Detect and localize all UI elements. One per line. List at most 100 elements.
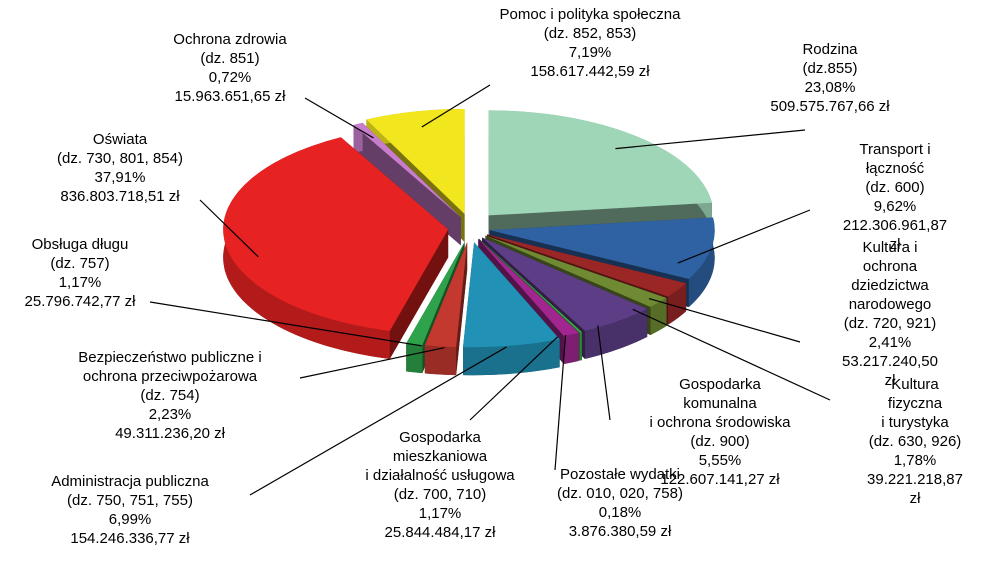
slice	[463, 242, 560, 348]
category-code: (dz. 852, 853)	[543, 25, 637, 42]
category-name: Pozostałe wydatki	[559, 466, 681, 483]
category-code: (dz. 730, 801, 854)	[57, 150, 183, 167]
slice-wall	[424, 345, 457, 376]
value-label: 0,18%	[598, 504, 642, 521]
category-name: Rodzina	[802, 41, 858, 58]
amount-label: 509.575.767,66 zł	[770, 98, 890, 115]
slice	[478, 238, 579, 337]
slice-wall	[563, 332, 579, 365]
category-name: Gospodarka komunalna i ochrona środowisk…	[649, 376, 791, 431]
category-code: (dz. 900)	[690, 433, 750, 450]
slice	[489, 217, 715, 280]
slice-label: Gospodarka mieszkaniowa i działalność us…	[365, 428, 514, 542]
category-name: Kultura fizyczna i turystyka	[881, 376, 949, 431]
slice-label: Kultura fizyczna i turystyka (dz. 630, 92…	[867, 375, 963, 508]
category-code: (dz. 720, 921)	[843, 315, 937, 332]
leader-line	[615, 129, 806, 150]
category-code: (dz. 750, 751, 755)	[67, 492, 193, 509]
value-label: 23,08%	[804, 79, 856, 96]
value-label: 7,19%	[568, 44, 612, 61]
amount-label: 122.607.141,27 zł	[660, 471, 780, 488]
value-label: 1,78%	[893, 452, 937, 469]
slice-wall	[650, 297, 667, 335]
category-name: Transport i łączność	[859, 141, 931, 177]
category-code: (dz. 700, 710)	[393, 486, 487, 503]
value-label: 6,99%	[108, 511, 152, 528]
slice	[485, 235, 667, 307]
leader-line	[304, 97, 374, 139]
category-name: Pomoc i polityka społeczna	[499, 6, 681, 23]
slice	[353, 122, 461, 218]
category-name: Oświata	[92, 131, 148, 148]
slice-label: Oświata (dz. 730, 801, 854) 37,91% 836.803.…	[57, 130, 183, 206]
leader-line	[469, 336, 558, 421]
category-code: (dz. 754)	[140, 387, 200, 404]
category-name: Administracja publiczna	[51, 473, 209, 490]
slice-wall	[406, 343, 423, 374]
slice-label: Bezpieczeństwo publiczne i ochrona przec…	[78, 348, 261, 443]
amount-label: 836.803.718,51 zł	[60, 188, 180, 205]
slice	[463, 242, 560, 376]
amount-label: 53.217.240,50 zł	[842, 353, 938, 389]
slice-label: Pomoc i polityka społeczna (dz. 852, 853)…	[500, 5, 681, 81]
value-label: 1,17%	[58, 274, 102, 291]
amount-label: 15.963.651,65 zł	[174, 88, 286, 105]
amount-label: 212.306.961,87 zł	[842, 217, 948, 253]
value-label: 2,41%	[868, 334, 912, 351]
value-label: 1,17%	[418, 505, 462, 522]
amount-label: 25.844.484,17 zł	[384, 524, 496, 541]
category-name: Obsługa długu	[31, 236, 129, 253]
slice-label: Gospodarka komunalna i ochrona środowisk…	[650, 375, 791, 489]
slice-label: Pozostałe wydatki (dz. 010, 020, 758) 0,18…	[557, 465, 683, 541]
leader-line	[299, 347, 445, 379]
leader-line	[597, 325, 611, 421]
slice-label: Transport i łączność (dz. 600) 9,62% 212.30…	[843, 140, 947, 254]
slice	[424, 242, 468, 348]
slice-side	[389, 229, 449, 359]
amount-label: 25.796.742,77 zł	[24, 293, 136, 310]
category-code: (dz.855)	[802, 60, 858, 77]
category-code: (dz. 010, 020, 758)	[557, 485, 683, 502]
category-code: (dz. 757)	[50, 255, 110, 272]
slice	[488, 110, 712, 216]
value-label: 9,62%	[873, 198, 917, 215]
slice	[366, 108, 465, 214]
category-code: (dz. 600)	[865, 179, 925, 196]
amount-label: 158.617.442,59 zł	[530, 63, 650, 80]
slice-label: Rodzina (dz.855) 23,08% 509.575.767,66 zł	[770, 40, 889, 116]
value-label: 37,91%	[94, 169, 146, 186]
slice	[482, 237, 648, 331]
slice	[223, 137, 449, 359]
slice	[223, 137, 449, 331]
category-code: (dz. 630, 926)	[868, 433, 962, 450]
leader-line	[249, 346, 507, 496]
slice-wall	[668, 283, 687, 325]
category-name: Gospodarka mieszkaniowa i działalność us…	[365, 429, 515, 484]
slice-wall	[688, 217, 715, 308]
slice-wall	[463, 339, 560, 376]
amount-label: 154.246.336,77 zł	[70, 530, 190, 547]
slice	[406, 242, 465, 346]
slice-label: Ochrona zdrowia (dz. 851) 0,72% 15.963.651,…	[173, 30, 286, 106]
slice	[479, 238, 582, 333]
value-label: 0,72%	[208, 69, 252, 86]
slice	[424, 242, 468, 376]
amount-label: 39.221.218,87 zł	[867, 471, 963, 507]
value-label: 2,23%	[148, 406, 192, 423]
slice-wall	[579, 332, 582, 361]
slice-label: Administracja publiczna (dz. 750, 751, 75…	[51, 472, 209, 548]
slice-label: Obsługa długu (dz. 757) 1,17% 25.796.742,77…	[25, 235, 136, 311]
category-name: Ochrona zdrowia	[173, 31, 287, 48]
slice	[486, 234, 687, 297]
leader-line	[199, 199, 259, 258]
category-code: (dz. 851)	[200, 50, 260, 67]
amount-label: 49.311.236,20 zł	[115, 425, 225, 442]
leader-line	[554, 335, 567, 471]
leader-line	[421, 84, 491, 128]
category-name: Kultura i ochrona dziedzictwa narodowego	[848, 239, 932, 313]
amount-label: 3.876.380,59 zł	[568, 523, 672, 540]
leader-line	[677, 209, 811, 264]
value-label: 5,55%	[698, 452, 742, 469]
